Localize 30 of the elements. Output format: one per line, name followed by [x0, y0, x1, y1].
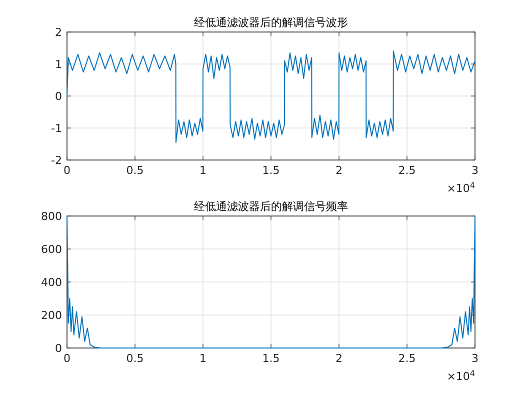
y-tick-label: 0 [55, 90, 62, 103]
line-series [66, 50, 476, 143]
line-series [66, 216, 476, 348]
x-tick-label: 0 [64, 352, 70, 365]
x-tick-label: 0.5 [126, 352, 144, 365]
y-tick-label: 2 [55, 26, 62, 39]
text: ×10$^{4}$ [446, 368, 475, 383]
x-tick-label: 1 [200, 164, 206, 177]
x-tick-label: 2.5 [398, 352, 416, 365]
y-tick-label: 400 [41, 276, 62, 289]
x-tick-label: 0 [64, 164, 70, 177]
y-tick-label: 1 [55, 58, 62, 71]
y-tick-label: 800 [41, 210, 62, 223]
x-tick-label: 2 [336, 164, 342, 177]
x-tick-label: 3 [472, 352, 478, 365]
chart-title: 经低通滤波器后的解调信号波形 [194, 16, 348, 29]
x-tick-label: 2 [336, 352, 342, 365]
y-tick-label: -2 [51, 154, 62, 167]
x-tick-label: 3 [472, 164, 478, 177]
y-tick-label: 200 [41, 309, 62, 322]
x-tick-label: 2.5 [398, 164, 416, 177]
y-tick-label: -1 [51, 122, 62, 135]
text: ×10$^{4}$ [446, 180, 475, 195]
y-tick-label: 600 [41, 243, 62, 256]
x-tick-label: 0.5 [126, 164, 144, 177]
chart-title: 经低通滤波器后的解调信号频率 [194, 200, 348, 213]
x-tick-label: 1.5 [262, 164, 280, 177]
x-tick-label: 1.5 [262, 352, 280, 365]
x-tick-label: 1 [200, 352, 206, 365]
y-tick-label: 0 [55, 342, 62, 355]
